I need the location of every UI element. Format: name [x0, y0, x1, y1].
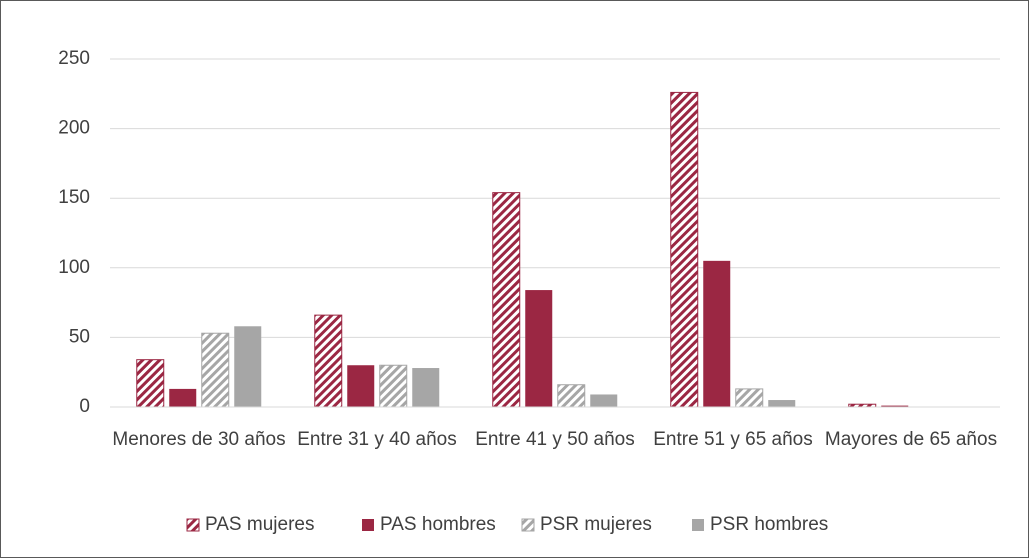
- bar: [735, 388, 764, 408]
- bar: [703, 260, 731, 407]
- bar: [136, 359, 165, 408]
- bar: [169, 388, 197, 407]
- bar: [234, 326, 262, 407]
- bar: [881, 405, 909, 407]
- legend-label: PSR hombres: [710, 514, 828, 535]
- y-tick-label: 50: [69, 326, 90, 347]
- bar: [557, 384, 586, 408]
- bar: [590, 394, 618, 407]
- bar: [201, 332, 230, 408]
- y-tick-label: 0: [79, 396, 90, 417]
- x-tick-label: Entre 31 y 40 años: [297, 429, 457, 450]
- legend-label: PAS hombres: [380, 514, 496, 535]
- x-tick-label: Mayores de 65 años: [824, 429, 998, 450]
- bar: [412, 368, 440, 407]
- bar: [492, 192, 521, 408]
- x-tick-label: Entre 51 y 65 años: [653, 429, 813, 450]
- x-tick-label: Entre 41 y 50 años: [475, 429, 635, 450]
- bar: [525, 290, 553, 407]
- bar: [379, 364, 408, 408]
- legend-marker: [692, 519, 704, 531]
- legend-marker: [521, 518, 535, 532]
- legend-marker: [186, 518, 200, 532]
- legend-marker: [362, 519, 374, 531]
- bar: [314, 314, 343, 408]
- x-tick-label: Menores de 30 años: [112, 429, 286, 450]
- bar: [347, 365, 375, 407]
- bar: [768, 400, 796, 407]
- legend-label: PAS mujeres: [205, 514, 314, 535]
- y-tick-label: 250: [58, 48, 90, 69]
- legend-label: PSR mujeres: [540, 514, 652, 535]
- y-tick-label: 100: [58, 257, 90, 278]
- y-tick-label: 150: [58, 187, 90, 208]
- y-tick-label: 200: [58, 118, 90, 139]
- bar: [670, 91, 699, 408]
